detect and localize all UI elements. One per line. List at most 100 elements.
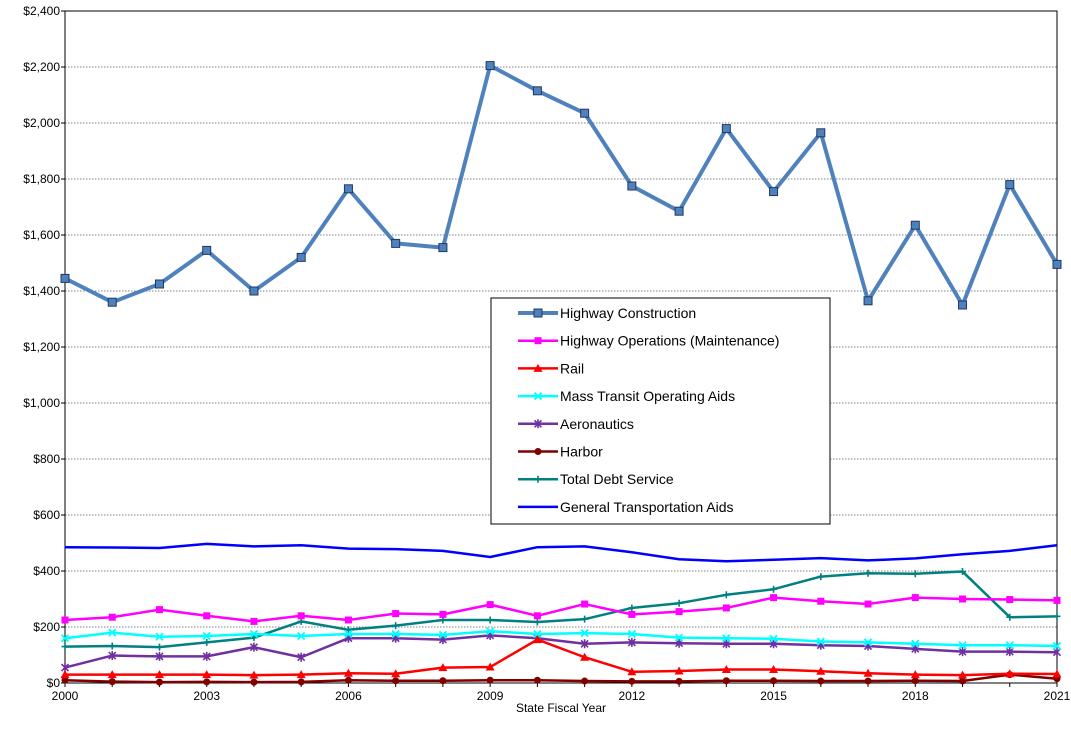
data-point bbox=[391, 238, 401, 248]
data-point bbox=[722, 591, 730, 599]
data-point bbox=[392, 610, 400, 618]
data-point bbox=[863, 668, 873, 677]
data-point bbox=[1053, 612, 1061, 620]
data-point bbox=[769, 665, 779, 674]
data-point bbox=[60, 634, 70, 643]
data-point bbox=[61, 676, 69, 684]
x-tick-label: 2009 bbox=[477, 689, 504, 703]
data-point bbox=[674, 666, 684, 675]
x-tick-label: 2012 bbox=[619, 689, 646, 703]
legend-label: General Transportation Aids bbox=[560, 499, 734, 515]
x-axis-title: State Fiscal Year bbox=[516, 701, 606, 715]
legend-item: Harbor bbox=[518, 444, 603, 460]
data-point bbox=[910, 670, 920, 679]
data-point bbox=[864, 677, 872, 685]
data-point bbox=[721, 665, 731, 674]
data-point bbox=[1053, 596, 1061, 604]
data-point bbox=[864, 600, 872, 608]
data-point bbox=[627, 629, 636, 639]
data-point bbox=[108, 651, 117, 661]
legend-item: Highway Construction bbox=[518, 305, 696, 321]
y-tick-label: $200 bbox=[33, 620, 60, 634]
data-point bbox=[154, 670, 164, 679]
legend: Highway Construction Highway Operations (… bbox=[490, 297, 831, 525]
data-point bbox=[958, 300, 968, 310]
data-point bbox=[533, 363, 543, 372]
data-point bbox=[249, 629, 259, 639]
data-point bbox=[1052, 259, 1062, 269]
data-point bbox=[250, 678, 258, 686]
series-total-debt-service bbox=[61, 568, 1061, 651]
x-tick-label: 2018 bbox=[902, 689, 929, 703]
series-highway-construction bbox=[60, 61, 1062, 310]
y-tick-label: $0 bbox=[47, 676, 61, 690]
data-point bbox=[674, 206, 684, 216]
y-tick-label: $2,400 bbox=[23, 4, 60, 18]
data-point bbox=[439, 677, 447, 685]
y-tick-label: $2,200 bbox=[23, 60, 60, 74]
data-point bbox=[1005, 669, 1015, 678]
data-point bbox=[675, 599, 683, 607]
data-point bbox=[958, 670, 968, 679]
legend-item: Highway Operations (Maintenance) bbox=[518, 333, 779, 349]
legend-label: Highway Operations (Maintenance) bbox=[560, 333, 779, 349]
data-point bbox=[61, 616, 69, 624]
data-point bbox=[485, 61, 495, 71]
data-point bbox=[203, 638, 211, 646]
data-point bbox=[1005, 180, 1015, 190]
data-point bbox=[533, 676, 541, 684]
data-point bbox=[107, 297, 117, 307]
data-point bbox=[108, 642, 116, 650]
data-point bbox=[958, 641, 967, 650]
legend-item: Total Debt Service bbox=[518, 471, 674, 487]
data-point bbox=[392, 677, 400, 685]
data-point bbox=[296, 252, 306, 262]
series-rail bbox=[60, 635, 1062, 679]
series-line bbox=[64, 596, 1058, 623]
data-point bbox=[722, 604, 730, 612]
data-point bbox=[532, 86, 542, 96]
data-point bbox=[202, 670, 212, 679]
data-point bbox=[816, 666, 826, 675]
data-point bbox=[486, 627, 495, 636]
series-line bbox=[64, 673, 1058, 684]
data-point bbox=[250, 634, 258, 642]
series-line bbox=[64, 63, 1059, 307]
data-point bbox=[816, 637, 825, 646]
data-point bbox=[1052, 669, 1062, 678]
data-point bbox=[911, 594, 919, 602]
data-point bbox=[769, 187, 779, 197]
y-tick-label: $1,800 bbox=[23, 172, 60, 186]
data-point bbox=[155, 632, 164, 641]
data-point bbox=[249, 642, 259, 652]
series-highway-operations-maintenance bbox=[61, 594, 1061, 625]
data-point bbox=[297, 678, 305, 686]
series-line bbox=[64, 634, 1058, 669]
data-point bbox=[580, 629, 589, 638]
data-point bbox=[770, 585, 778, 593]
series-line bbox=[65, 638, 1058, 677]
data-point bbox=[486, 676, 494, 684]
data-point bbox=[534, 337, 542, 345]
data-point bbox=[344, 676, 352, 684]
data-point bbox=[249, 286, 259, 296]
data-point bbox=[911, 677, 919, 685]
data-point bbox=[817, 573, 825, 581]
series-general-transportation-aids bbox=[64, 542, 1058, 563]
legend-item: Aeronautics bbox=[518, 416, 634, 432]
data-point bbox=[534, 475, 542, 483]
legend-label: Mass Transit Operating Aids bbox=[560, 388, 735, 404]
data-point bbox=[581, 615, 589, 623]
data-point bbox=[249, 670, 259, 679]
legend-item: Mass Transit Operating Aids bbox=[518, 388, 735, 404]
data-point bbox=[1006, 613, 1014, 621]
data-point bbox=[202, 651, 211, 661]
data-point bbox=[1005, 641, 1014, 650]
legend-item: Rail bbox=[518, 360, 584, 376]
data-point bbox=[60, 273, 70, 283]
series-aeronautics bbox=[60, 630, 1062, 673]
data-point bbox=[391, 629, 400, 639]
data-point bbox=[864, 569, 872, 577]
data-point bbox=[296, 670, 306, 679]
y-axis: $0 $200 $400 $600 $800 $1,000 $1,200 $1,400 $1,6… bbox=[23, 4, 65, 690]
